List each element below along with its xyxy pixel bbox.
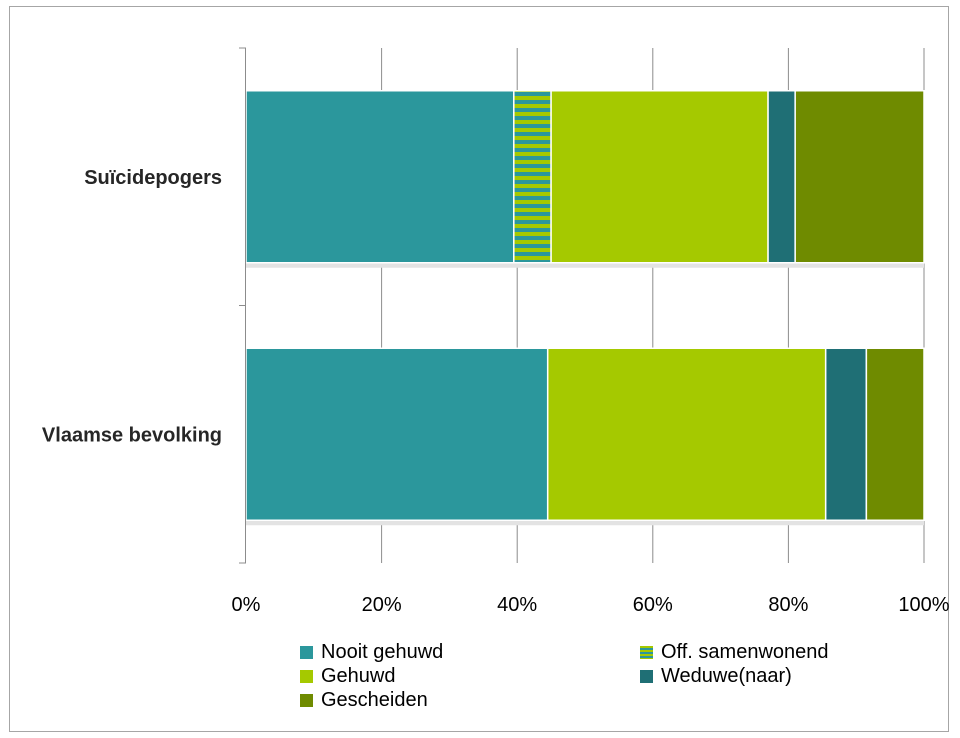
bar-shadow xyxy=(246,520,924,526)
legend-swatch-nooit-gehuwd xyxy=(300,645,313,659)
legend-label-gescheiden: Gescheiden xyxy=(321,688,428,711)
bar-gehuwd-su-cidepogers xyxy=(550,90,769,264)
legend-swatch-weduwe xyxy=(640,669,653,683)
bar-nooit-gehuwd-su-cidepogers xyxy=(245,90,515,264)
x-tick-label: 80% xyxy=(768,594,808,616)
bar-gescheiden-su-cidepogers xyxy=(794,90,925,264)
legend-label-weduwe: Weduwe(naar) xyxy=(661,664,792,687)
x-tick-label: 0% xyxy=(232,594,261,616)
x-tick-label: 40% xyxy=(497,594,537,616)
legend-item-gescheiden: Gescheiden xyxy=(300,688,428,712)
legend-item-nooit-gehuwd: Nooit gehuwd xyxy=(300,640,443,664)
legend-swatch-gehuwd xyxy=(300,669,313,683)
bar-off-samenwonend-su-cidepogers xyxy=(513,90,552,264)
bar-nooit-gehuwd-vlaamse-bevolking xyxy=(245,347,549,521)
x-tick-label: 100% xyxy=(898,594,949,616)
category-label-su-cidepogers: Suïcidepogers xyxy=(84,167,222,189)
legend-label-gehuwd: Gehuwd xyxy=(321,664,396,687)
bar-weduwe-naar-vlaamse-bevolking xyxy=(824,347,868,521)
bar-shadow xyxy=(246,262,924,268)
legend-item-weduwe: Weduwe(naar) xyxy=(640,664,792,688)
legend-item-gehuwd: Gehuwd xyxy=(300,664,396,688)
category-label-vlaamse-bevolking: Vlaamse bevolking xyxy=(42,424,222,446)
bar-gescheiden-vlaamse-bevolking xyxy=(865,347,925,521)
bar-weduwe-naar-su-cidepogers xyxy=(767,90,796,264)
bar-gehuwd-vlaamse-bevolking xyxy=(546,347,827,521)
legend-label-off-samenwonend: Off. samenwonend xyxy=(661,640,829,663)
legend-item-off-samenwonend: Off. samenwonend xyxy=(640,640,829,664)
legend-swatch-gescheiden xyxy=(300,693,313,707)
x-tick-label: 20% xyxy=(362,594,402,616)
legend-label-nooit-gehuwd: Nooit gehuwd xyxy=(321,640,444,663)
x-tick-label: 60% xyxy=(633,594,673,616)
legend-swatch-off-samenwonend xyxy=(640,645,653,659)
